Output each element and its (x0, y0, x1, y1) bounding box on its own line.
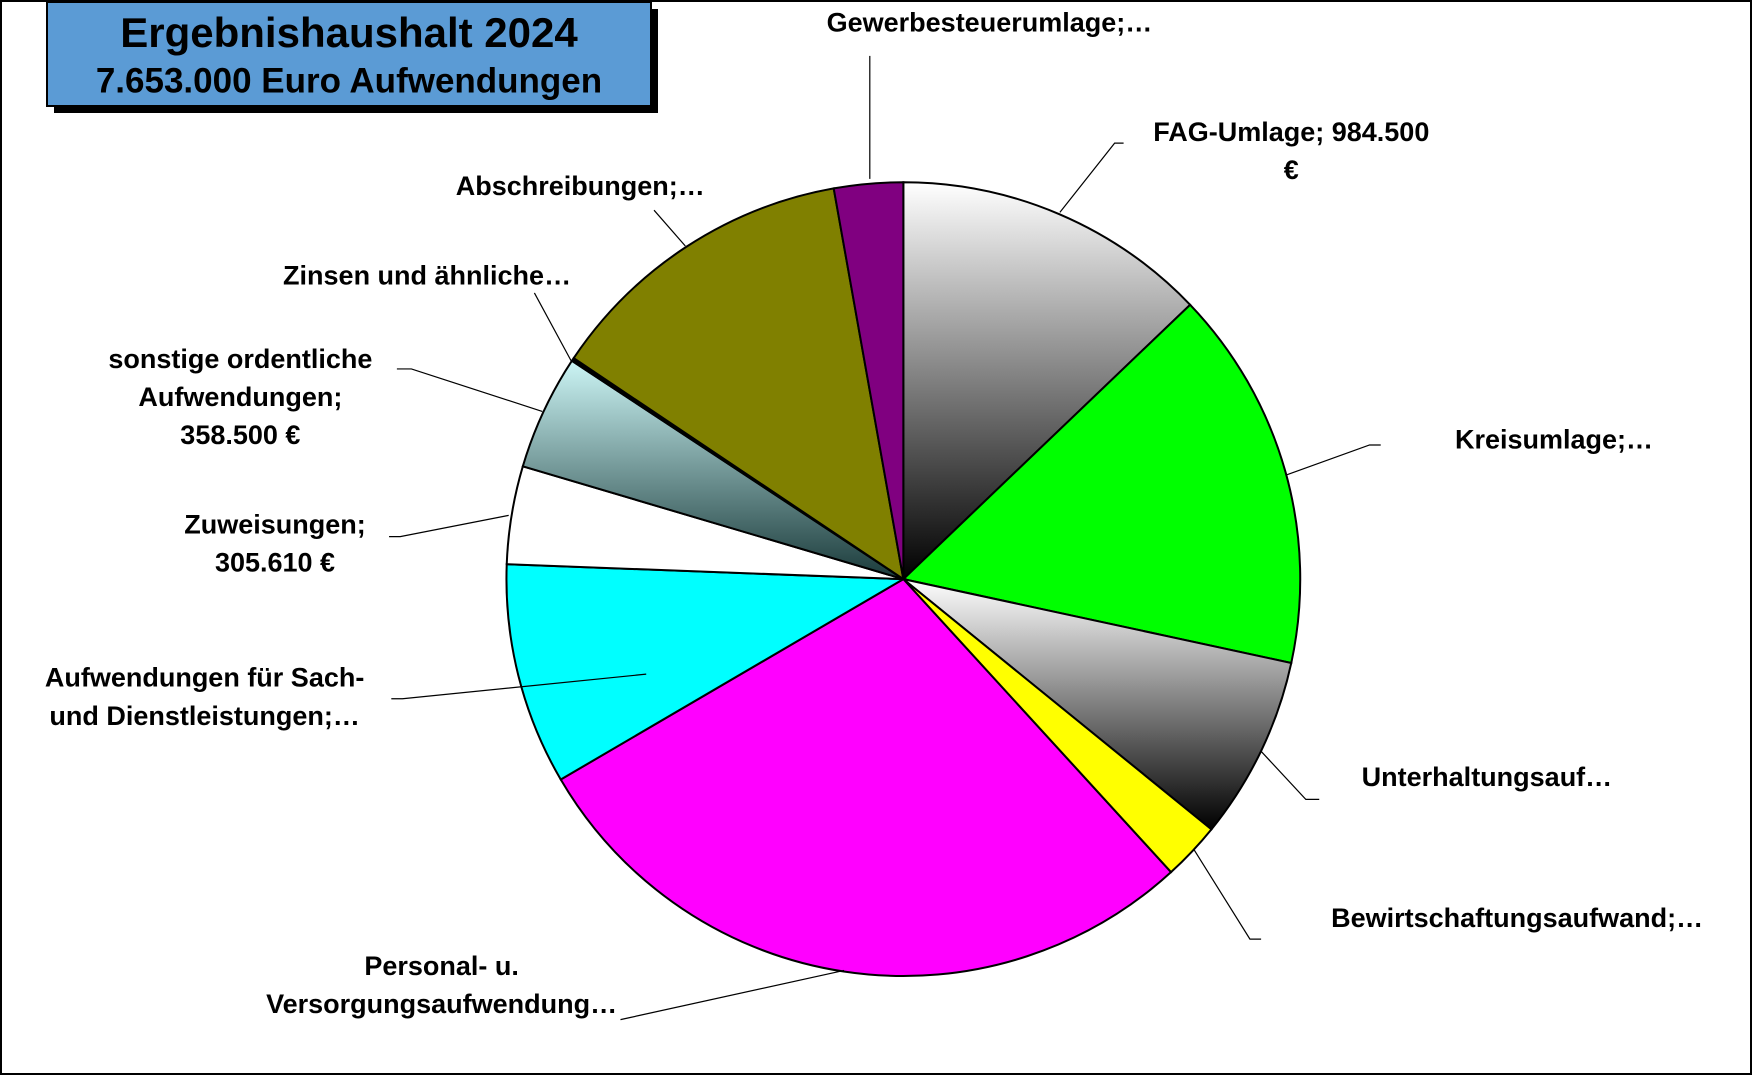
leader-line (533, 292, 572, 362)
leader-line (1059, 142, 1124, 213)
data-label: Personal- u. Versorgungsaufwendung… (266, 951, 617, 1019)
title-box (46, 1, 652, 107)
pie-slice (832, 181, 905, 580)
pie-slice (559, 577, 1173, 978)
data-label: Unterhaltungsauf… (1362, 762, 1613, 792)
leader-line (396, 368, 543, 412)
data-label: Kreisumlage;… (1455, 425, 1653, 455)
pie-slice (505, 563, 907, 781)
leader-line (620, 969, 845, 1021)
leader-line (391, 673, 647, 700)
data-label: Aufwendungen für Sach-und Dienstleistung… (45, 663, 365, 731)
chart-title: Ergebnishaushalt 2024 (120, 9, 578, 56)
data-label: Abschreibungen;… (456, 171, 705, 201)
data-label: sonstige ordentliche Aufwendungen; 358.500… (108, 344, 372, 450)
chart-subtitle: 7.653.000 Euro Aufwendungen (96, 61, 602, 100)
pie-slice (901, 303, 1302, 665)
leader-line (389, 514, 509, 538)
data-label: Zuweisungen; 305.610 € (184, 510, 366, 578)
data-label: Gewerbesteuerumlage;… (827, 8, 1153, 38)
leader-line (1285, 444, 1381, 476)
data-label: Zinsen und ähnliche… (283, 260, 571, 290)
pie-slice (902, 578, 1293, 831)
data-label: Bewirtschaftungsaufwand;… (1331, 903, 1703, 933)
pie-slice (902, 181, 1192, 582)
leader-line (1193, 849, 1262, 940)
pie-slice (572, 187, 905, 582)
leader-line (1260, 750, 1320, 800)
data-label: FAG-Umlage; 984.500 € (1153, 117, 1429, 185)
leader-line (653, 209, 686, 247)
